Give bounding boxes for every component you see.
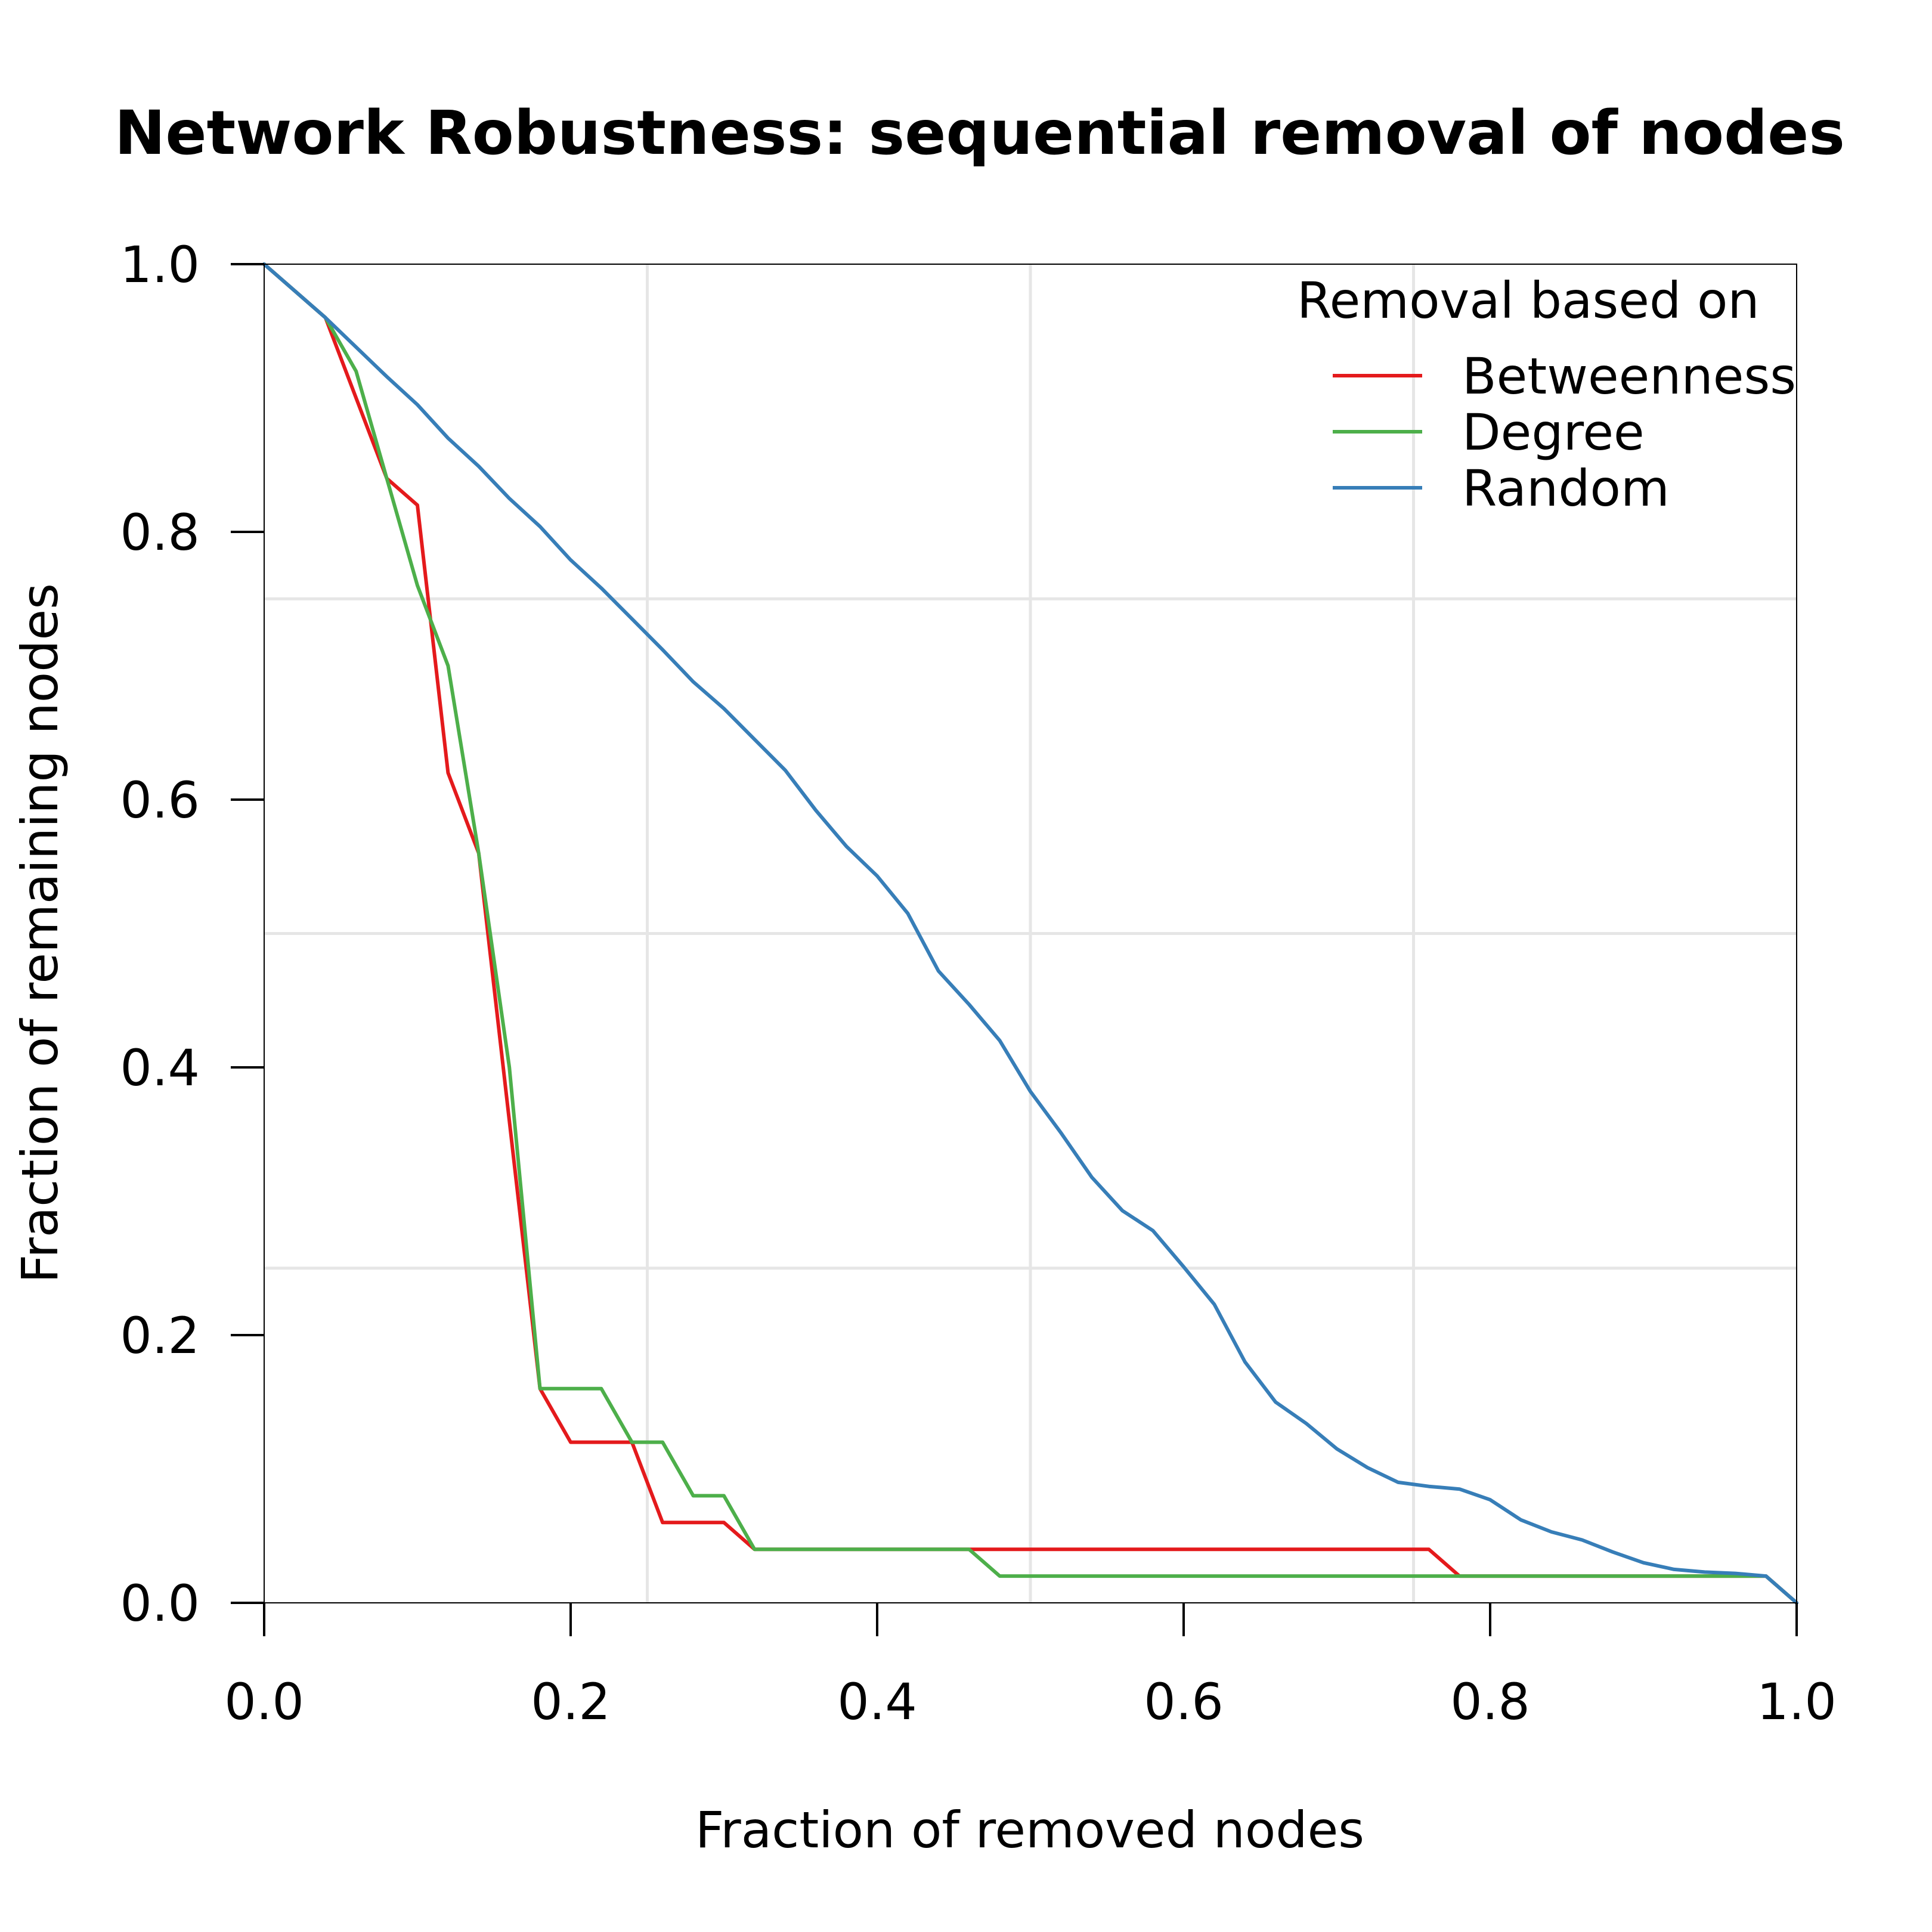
y-tick-label: 0.4: [120, 1039, 200, 1097]
axes: 0.0 0.2 0.4 0.6 0.8 1.0 0.0 0.2 0.4 0.6 0.8 1.0: [120, 236, 1836, 1731]
legend-label-degree: Degree: [1462, 403, 1645, 462]
chart-title: Network Robustness: sequential removal o…: [114, 98, 1845, 169]
y-tick-label: 0.2: [120, 1306, 200, 1365]
x-tick-label: 0.4: [837, 1673, 917, 1731]
series-line-degree: [262, 262, 1798, 1605]
y-tick-label: 0.8: [120, 503, 200, 562]
series-lines: [262, 262, 1798, 1605]
x-tick-label: 0.2: [531, 1673, 611, 1731]
grid-lines: [264, 264, 1797, 1603]
y-tick-label: 0.0: [120, 1574, 200, 1633]
series-line-betweenness: [262, 262, 1798, 1605]
legend-label-betweenness: Betweenness: [1462, 347, 1796, 405]
y-tick-label: 0.6: [120, 771, 200, 829]
series-line-random: [262, 262, 1798, 1605]
x-tick-label: 1.0: [1757, 1673, 1837, 1731]
x-tick-label: 0.0: [224, 1673, 304, 1731]
x-axis-label: Fraction of removed nodes: [695, 1801, 1364, 1859]
legend-title: Removal based on: [1297, 271, 1760, 330]
y-tick-label: 1.0: [120, 236, 200, 294]
x-tick-label: 0.6: [1144, 1673, 1224, 1731]
x-tick-label: 0.8: [1450, 1673, 1530, 1731]
y-axis-label: Fraction of remaining nodes: [11, 583, 69, 1283]
legend-label-random: Random: [1462, 459, 1670, 518]
plot-frame: [264, 264, 1797, 1603]
